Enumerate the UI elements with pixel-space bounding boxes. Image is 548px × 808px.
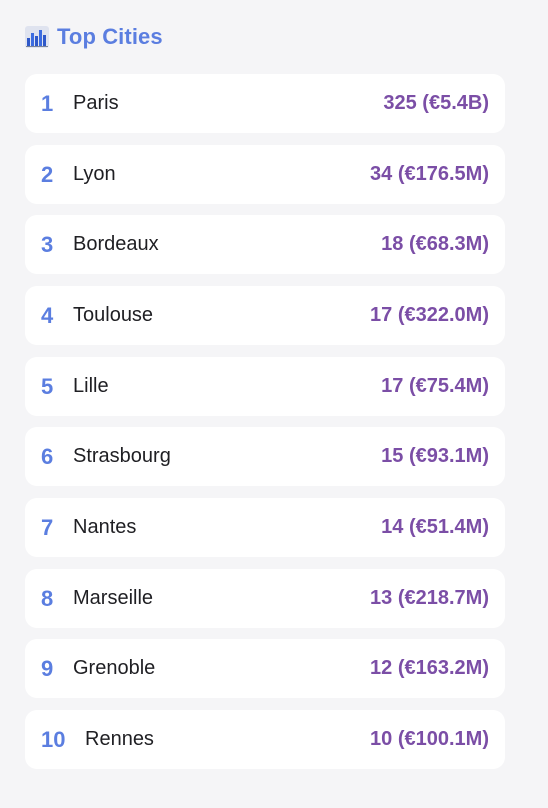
city-value: 17 (€322.0M) xyxy=(370,304,489,326)
city-row[interactable]: 5 Lille 17 (€75.4M) xyxy=(25,357,505,416)
city-rank: 3 xyxy=(41,231,54,257)
city-name: Marseille xyxy=(73,587,154,609)
city-rank: 8 xyxy=(41,585,54,611)
city-value: 13 (€218.7M) xyxy=(370,587,489,609)
city-value: 18 (€68.3M) xyxy=(381,233,489,255)
city-name: Nantes xyxy=(73,516,137,538)
city-rank: 6 xyxy=(41,443,54,469)
bar-chart-icon xyxy=(25,26,49,48)
city-row[interactable]: 8 Marseille 13 (€218.7M) xyxy=(25,569,505,628)
city-value: 10 (€100.1M) xyxy=(370,728,489,750)
city-rank: 5 xyxy=(41,373,54,399)
city-rank: 1 xyxy=(41,90,54,116)
city-row[interactable]: 10 Rennes 10 (€100.1M) xyxy=(25,710,505,769)
city-row[interactable]: 1 Paris 325 (€5.4B) xyxy=(25,74,505,133)
city-row[interactable]: 9 Grenoble 12 (€163.2M) xyxy=(25,639,505,698)
city-value: 34 (€176.5M) xyxy=(370,163,489,185)
city-row[interactable]: 6 Strasbourg 15 (€93.1M) xyxy=(25,427,505,486)
city-rank: 9 xyxy=(41,655,54,681)
city-rank: 7 xyxy=(41,514,54,540)
city-row[interactable]: 3 Bordeaux 18 (€68.3M) xyxy=(25,215,505,274)
top-cities-panel: Top Cities 1 Paris 325 (€5.4B) 2 Lyon 34 (€17… xyxy=(25,22,505,769)
city-name: Lille xyxy=(73,375,109,397)
panel-title: Top Cities xyxy=(57,24,163,49)
city-name: Toulouse xyxy=(73,304,154,326)
city-value: 14 (€51.4M) xyxy=(381,516,489,538)
city-name: Rennes xyxy=(85,728,154,750)
city-row[interactable]: 2 Lyon 34 (€176.5M) xyxy=(25,145,505,204)
city-name: Strasbourg xyxy=(73,445,171,467)
city-name: Bordeaux xyxy=(73,233,159,255)
city-rank: 10 xyxy=(41,726,66,752)
city-row[interactable]: 4 Toulouse 17 (€322.0M) xyxy=(25,286,505,345)
city-name: Grenoble xyxy=(73,657,156,679)
city-value: 15 (€93.1M) xyxy=(381,445,489,467)
city-value: 12 (€163.2M) xyxy=(370,657,489,679)
city-value: 17 (€75.4M) xyxy=(381,375,489,397)
city-row[interactable]: 7 Nantes 14 (€51.4M) xyxy=(25,498,505,557)
city-name: Lyon xyxy=(73,163,116,185)
city-value: 325 (€5.4B) xyxy=(383,92,489,114)
city-name: Paris xyxy=(73,92,119,114)
panel-header: Top Cities xyxy=(25,22,505,52)
city-rank: 4 xyxy=(41,302,54,328)
city-rank: 2 xyxy=(41,161,54,187)
